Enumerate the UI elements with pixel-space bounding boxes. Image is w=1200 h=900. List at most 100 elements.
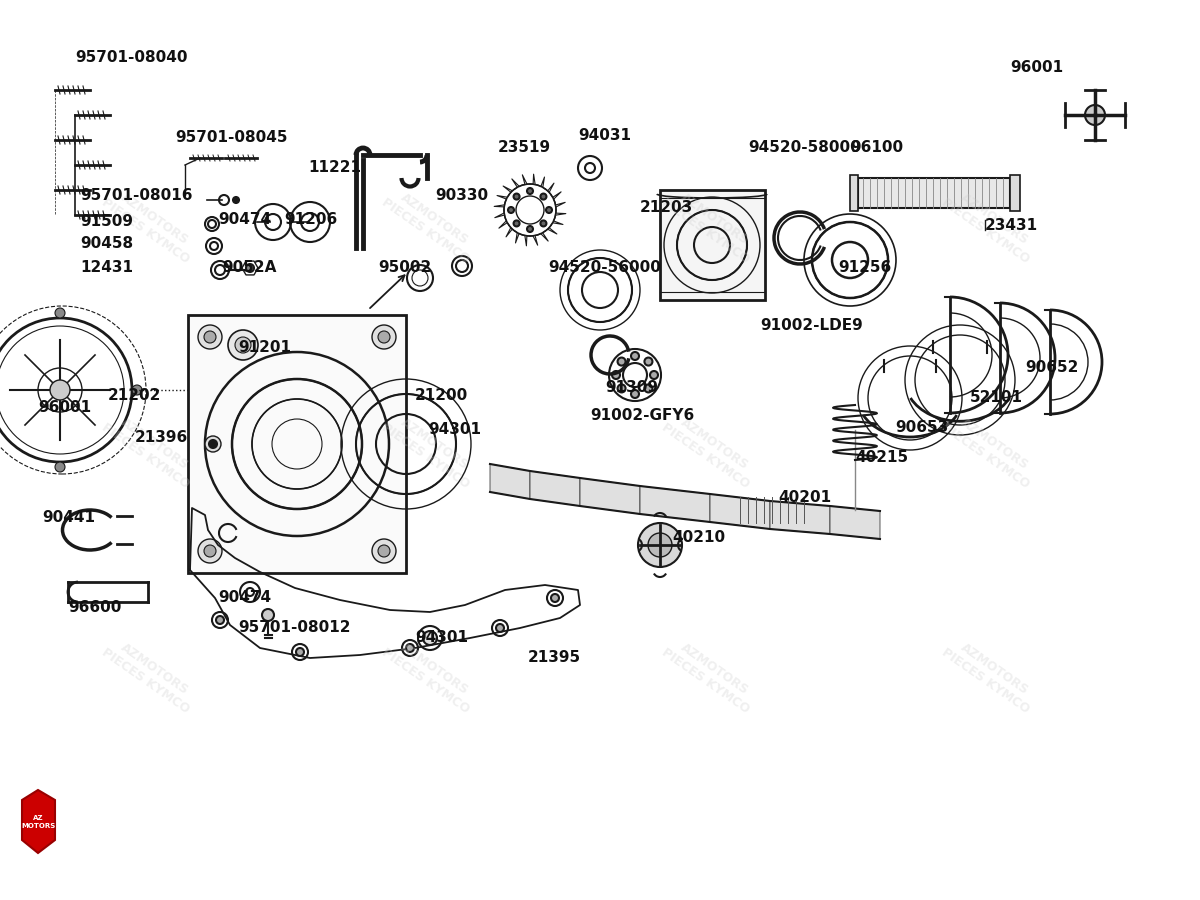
Text: 95701-08040: 95701-08040 <box>74 50 187 66</box>
Circle shape <box>612 371 620 379</box>
Circle shape <box>233 197 239 203</box>
Text: AZMOTORS
PIECES KYMCO: AZMOTORS PIECES KYMCO <box>660 409 761 491</box>
Text: 40210: 40210 <box>672 530 725 545</box>
Circle shape <box>650 371 658 379</box>
Polygon shape <box>770 501 830 534</box>
Circle shape <box>1085 105 1105 125</box>
Text: 9052A: 9052A <box>222 260 276 275</box>
Text: 91256: 91256 <box>838 260 892 275</box>
Circle shape <box>496 624 504 632</box>
Text: AZMOTORS
PIECES KYMCO: AZMOTORS PIECES KYMCO <box>940 634 1040 716</box>
Circle shape <box>216 616 224 624</box>
Text: AZMOTORS
PIECES KYMCO: AZMOTORS PIECES KYMCO <box>100 184 200 266</box>
Text: 90458: 90458 <box>80 237 133 251</box>
Text: 23431: 23431 <box>985 218 1038 232</box>
Text: 11221: 11221 <box>308 160 361 176</box>
Circle shape <box>132 385 142 395</box>
Text: 95701-08016: 95701-08016 <box>80 188 192 203</box>
Circle shape <box>424 631 437 645</box>
Circle shape <box>638 523 682 567</box>
Circle shape <box>204 545 216 557</box>
Text: AZMOTORS
PIECES KYMCO: AZMOTORS PIECES KYMCO <box>660 184 761 266</box>
Text: 90652: 90652 <box>1025 361 1079 375</box>
Text: 12431: 12431 <box>80 260 133 275</box>
Text: 95002: 95002 <box>378 260 431 275</box>
Text: 52101: 52101 <box>970 391 1022 406</box>
Text: 91509: 91509 <box>80 213 133 229</box>
Circle shape <box>644 384 653 392</box>
Circle shape <box>198 539 222 563</box>
Circle shape <box>205 436 221 452</box>
Circle shape <box>262 609 274 621</box>
Text: 95701-08012: 95701-08012 <box>238 620 350 635</box>
Polygon shape <box>640 486 710 522</box>
Circle shape <box>546 207 552 213</box>
Text: AZMOTORS
PIECES KYMCO: AZMOTORS PIECES KYMCO <box>379 634 480 716</box>
Circle shape <box>378 545 390 557</box>
Circle shape <box>235 337 251 353</box>
Circle shape <box>540 194 546 200</box>
Text: AZMOTORS
PIECES KYMCO: AZMOTORS PIECES KYMCO <box>660 634 761 716</box>
Circle shape <box>204 331 216 343</box>
Circle shape <box>508 207 514 213</box>
Circle shape <box>618 384 625 392</box>
Circle shape <box>644 357 653 365</box>
Text: 91002-GFY6: 91002-GFY6 <box>590 408 695 422</box>
Text: 94031: 94031 <box>578 128 631 142</box>
Text: 90330: 90330 <box>436 188 488 203</box>
Circle shape <box>198 325 222 349</box>
Text: 21395: 21395 <box>528 651 581 665</box>
Bar <box>850 175 858 211</box>
Text: AZ
MOTORS: AZ MOTORS <box>20 815 55 829</box>
Text: 21200: 21200 <box>415 388 468 402</box>
Circle shape <box>514 220 520 227</box>
Circle shape <box>551 594 559 602</box>
Circle shape <box>527 226 533 232</box>
Text: 96100: 96100 <box>850 140 904 156</box>
Text: 21396: 21396 <box>134 430 188 446</box>
Circle shape <box>648 533 672 557</box>
Circle shape <box>228 330 258 360</box>
Text: 90474: 90474 <box>218 212 271 228</box>
Text: 91206: 91206 <box>284 212 337 228</box>
Text: 90441: 90441 <box>42 510 95 526</box>
Circle shape <box>209 440 217 448</box>
Text: 91002-LDE9: 91002-LDE9 <box>760 318 863 332</box>
Text: 91201: 91201 <box>238 340 292 356</box>
Text: 94301: 94301 <box>415 631 468 645</box>
Text: 90653: 90653 <box>895 420 948 436</box>
Circle shape <box>55 462 65 472</box>
Polygon shape <box>530 471 580 506</box>
Circle shape <box>618 357 625 365</box>
Text: 21202: 21202 <box>108 388 161 402</box>
Text: 21203: 21203 <box>640 201 694 215</box>
Text: AZMOTORS
PIECES KYMCO: AZMOTORS PIECES KYMCO <box>100 634 200 716</box>
Bar <box>188 315 406 573</box>
Text: 94520-56000: 94520-56000 <box>548 260 661 275</box>
Polygon shape <box>490 464 530 499</box>
Text: 96600: 96600 <box>68 600 121 616</box>
Text: AZMOTORS
PIECES KYMCO: AZMOTORS PIECES KYMCO <box>100 409 200 491</box>
Text: 40215: 40215 <box>854 451 908 465</box>
Text: 96001: 96001 <box>1010 60 1063 76</box>
Polygon shape <box>22 790 55 853</box>
Text: AZMOTORS
PIECES KYMCO: AZMOTORS PIECES KYMCO <box>379 184 480 266</box>
Text: 91309: 91309 <box>605 381 658 395</box>
Circle shape <box>372 325 396 349</box>
Circle shape <box>527 188 533 194</box>
Bar <box>1010 175 1020 211</box>
Text: AZMOTORS
PIECES KYMCO: AZMOTORS PIECES KYMCO <box>940 184 1040 266</box>
Bar <box>660 190 766 300</box>
Circle shape <box>631 390 640 398</box>
Text: 40201: 40201 <box>778 491 832 506</box>
Text: 96001: 96001 <box>38 400 91 416</box>
Text: AZMOTORS
PIECES KYMCO: AZMOTORS PIECES KYMCO <box>379 409 480 491</box>
Polygon shape <box>580 478 640 514</box>
Text: 94301: 94301 <box>428 422 481 437</box>
Circle shape <box>50 380 70 400</box>
Circle shape <box>631 352 640 360</box>
Polygon shape <box>710 494 770 529</box>
Text: 90474: 90474 <box>218 590 271 606</box>
Text: AZMOTORS
PIECES KYMCO: AZMOTORS PIECES KYMCO <box>940 409 1040 491</box>
Circle shape <box>540 220 546 227</box>
